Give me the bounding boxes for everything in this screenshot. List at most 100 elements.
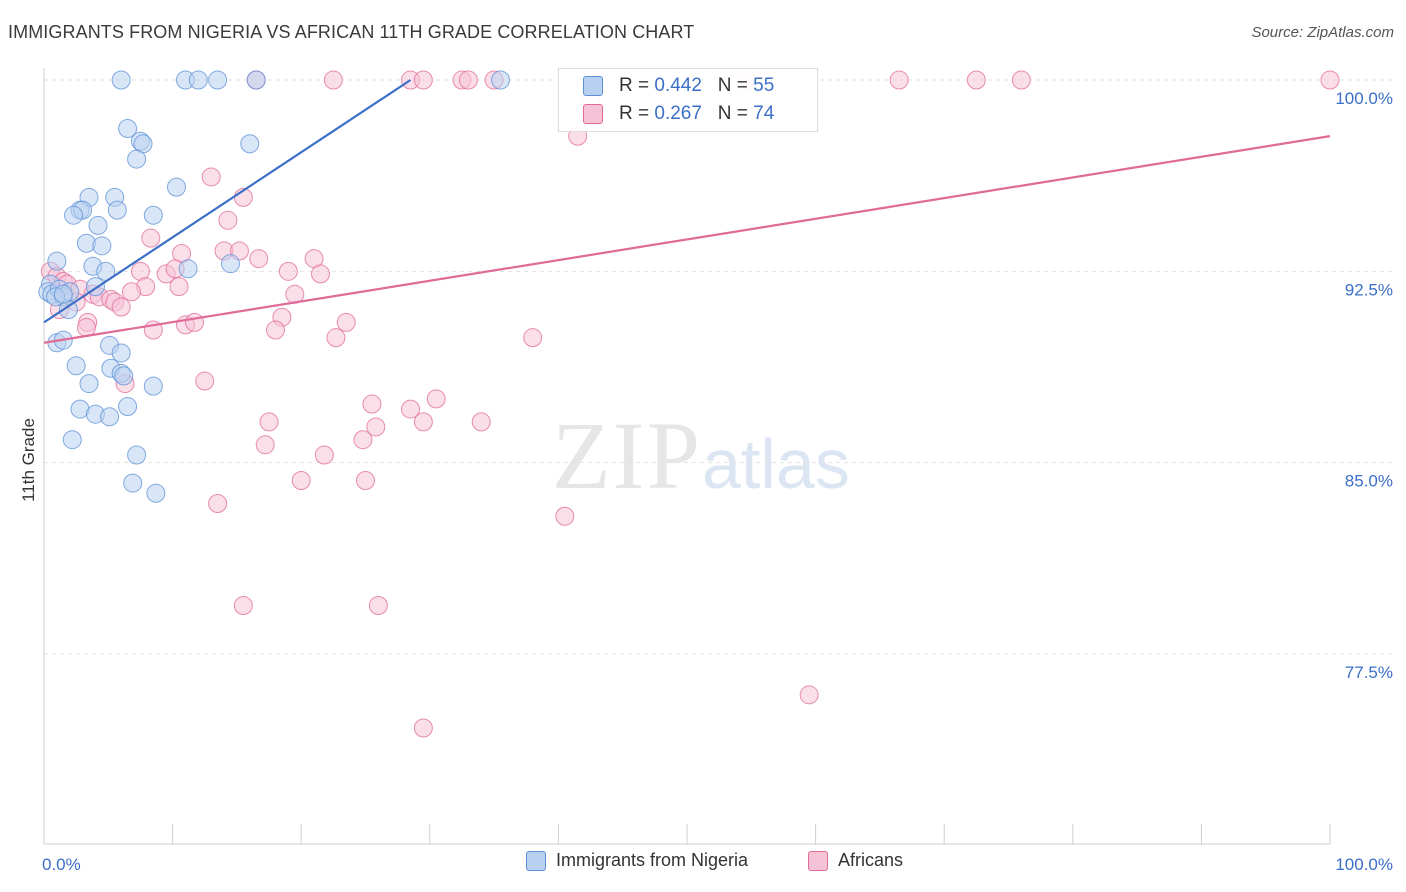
africans-point — [201, 167, 221, 187]
nigeria-point — [118, 118, 138, 138]
africans-swatch — [583, 104, 603, 124]
africans-point — [555, 506, 575, 526]
nigeria-point — [114, 366, 134, 386]
nigeria-point — [111, 343, 131, 363]
axis-labels: 77.5% 85.0% 92.5% 100.0% 0.0% 100.0% 11th Grad… — [19, 89, 1393, 874]
africans-point — [1011, 70, 1031, 90]
africans-point — [401, 399, 421, 419]
y-tick-label: 92.5% — [1345, 280, 1393, 299]
africans-point — [799, 685, 819, 705]
africans-point — [291, 471, 311, 491]
nigeria-point — [62, 430, 82, 450]
africans-point — [413, 718, 433, 738]
africans-point — [356, 471, 375, 491]
nigeria-point — [166, 177, 186, 197]
nigeria-point — [240, 134, 260, 154]
africans-points — [40, 70, 1340, 738]
x-tick-label-max: 100.0% — [1335, 855, 1393, 874]
nigeria-swatch — [583, 76, 603, 96]
africans-point — [233, 596, 253, 616]
africans-point — [259, 412, 279, 432]
watermark: ZIPatlas — [552, 400, 850, 511]
nigeria-point — [491, 70, 511, 90]
africans-point — [889, 70, 909, 90]
r-value-africans: 0.267 — [654, 103, 702, 124]
nigeria-point — [118, 397, 138, 417]
correlation-legend: R = 0.442 N = 55 R = 0.267 N = 74 — [558, 68, 818, 132]
n-label: N = — [717, 103, 754, 124]
y-tick-label: 100.0% — [1335, 89, 1393, 108]
africans-point — [426, 389, 446, 409]
nigeria-point — [79, 374, 99, 394]
series-legend: Immigrants from Nigeria Africans — [0, 850, 1406, 880]
nigeria-point — [127, 445, 147, 465]
nigeria-points — [38, 70, 511, 503]
nigeria-point — [100, 407, 120, 427]
nigeria-point — [107, 200, 127, 220]
africans-point — [366, 417, 386, 437]
n-value-africans: 74 — [753, 103, 775, 124]
nigeria-point — [111, 70, 131, 90]
y-tick-label: 77.5% — [1345, 663, 1393, 682]
nigeria-point — [188, 70, 208, 90]
y-axis-title: 11th Grade — [19, 418, 38, 502]
africans-point — [323, 70, 343, 90]
africans-point — [208, 493, 228, 513]
source-credit: Source: ZipAtlas.com — [1251, 24, 1394, 41]
africans-point — [141, 228, 161, 248]
africans-point — [1320, 70, 1340, 90]
nigeria-point — [220, 254, 240, 274]
gridlines — [44, 79, 1392, 655]
r-label: R = — [619, 103, 655, 124]
legend-item-africans[interactable]: Africans — [808, 850, 903, 871]
nigeria-point — [178, 259, 198, 279]
africans-point — [336, 312, 356, 332]
legend-label-nigeria: Immigrants from Nigeria — [556, 850, 749, 870]
nigeria-point — [146, 483, 166, 503]
r-label: R = — [619, 75, 655, 96]
africans-point — [362, 394, 382, 414]
watermark-atlas: atlas — [702, 425, 850, 503]
y-tick-label: 85.0% — [1345, 472, 1393, 491]
r-value-nigeria: 0.442 — [654, 75, 702, 96]
africans-legend-swatch — [808, 850, 828, 871]
nigeria-point — [143, 205, 163, 225]
legend-stats-africans: R = 0.267 N = 74 — [619, 103, 774, 125]
nigeria-point — [127, 149, 147, 169]
africans-trend-line — [43, 135, 1331, 344]
nigeria-point — [53, 284, 73, 304]
africans-point — [121, 282, 141, 302]
africans-point — [458, 70, 478, 90]
africans-point — [523, 328, 543, 348]
africans-point — [278, 261, 298, 281]
n-value-nigeria: 55 — [753, 75, 775, 96]
nigeria-point — [88, 215, 108, 235]
nigeria-point — [64, 205, 84, 225]
africans-point — [249, 249, 269, 269]
africans-point — [195, 371, 215, 391]
nigeria-point — [208, 70, 228, 90]
africans-point — [169, 277, 189, 297]
africans-point — [413, 70, 433, 90]
africans-point — [76, 317, 96, 337]
africans-point — [310, 264, 330, 284]
africans-point — [314, 445, 334, 465]
africans-point — [265, 320, 285, 340]
africans-point — [413, 412, 433, 432]
n-label: N = — [717, 75, 754, 96]
nigeria-legend-swatch — [526, 850, 546, 871]
africans-point — [966, 70, 986, 90]
legend-label-africans: Africans — [838, 850, 904, 870]
legend-item-nigeria[interactable]: Immigrants from Nigeria — [526, 850, 748, 871]
trend-lines — [43, 79, 1331, 344]
chart-title: IMMIGRANTS FROM NIGERIA VS AFRICAN 11TH … — [8, 22, 695, 42]
africans-point — [471, 412, 491, 432]
nigeria-point — [47, 251, 67, 271]
nigeria-point — [123, 473, 143, 493]
africans-point — [218, 210, 238, 230]
africans-point — [255, 435, 275, 455]
nigeria-point — [92, 236, 112, 256]
nigeria-point — [246, 70, 266, 90]
watermark-zip: ZIP — [552, 402, 702, 509]
